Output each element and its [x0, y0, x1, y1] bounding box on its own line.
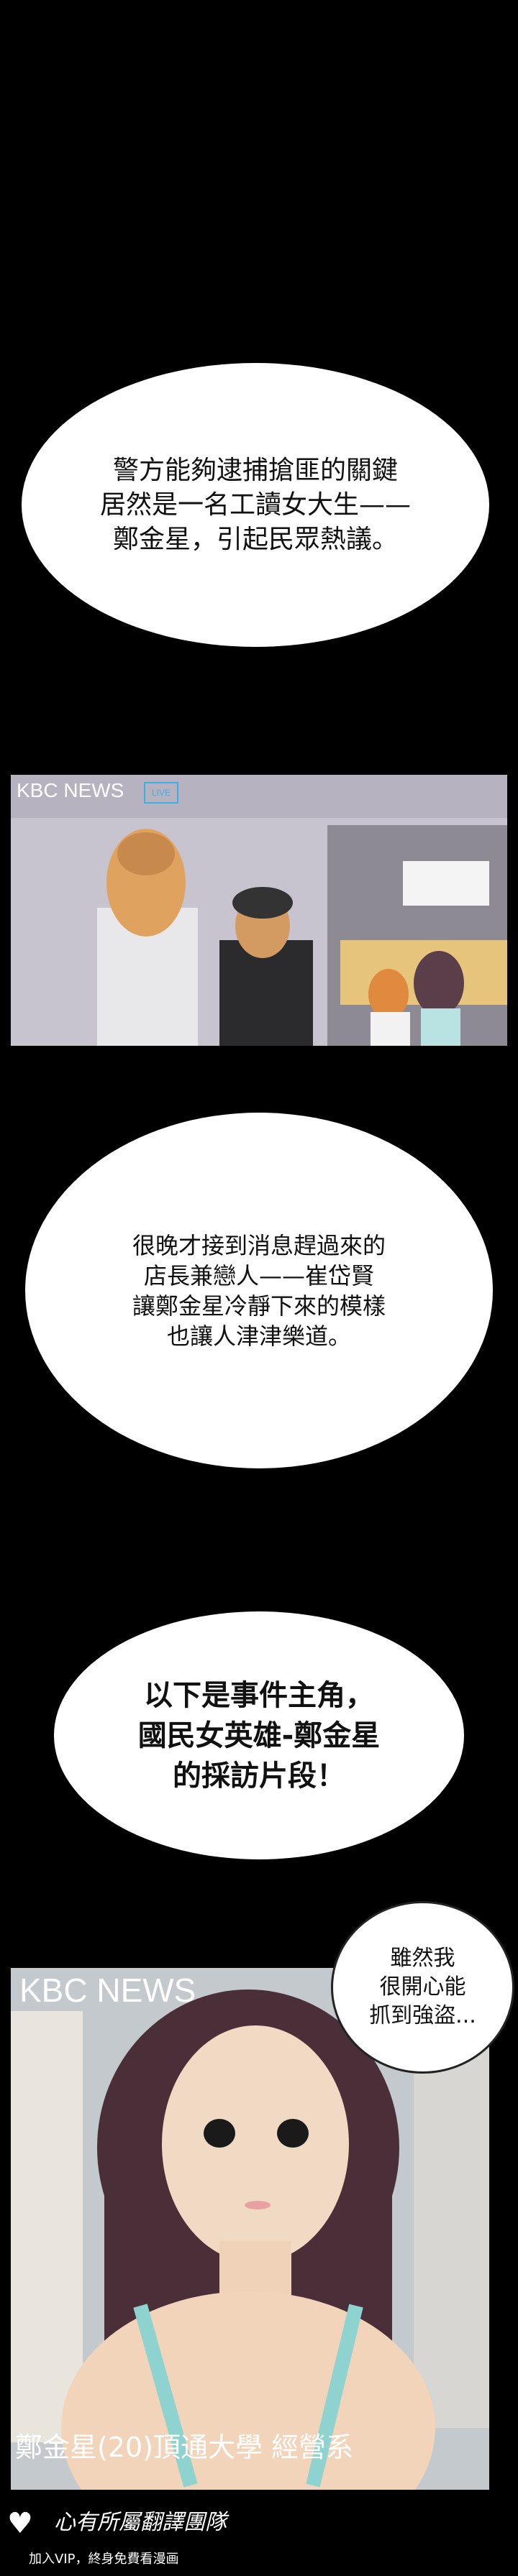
heart-icon: ♥ [7, 2507, 33, 2540]
speech-bubble-1: 警方能夠逮捕搶匪的關鍵 居然是一名工讀女大生—— 鄭金星，引起民眾熱議。 [22, 363, 489, 647]
news-panel-1: KBC NEWS LIVE [11, 775, 507, 1046]
live-badge: LIVE [144, 782, 178, 804]
bubble-2-text: 很晚才接到消息趕過來的 店長兼戀人——崔岱賢 讓鄭金星冷靜下來的模樣 也讓人津津… [132, 1231, 386, 1350]
vip-note: 加入VIP，終身免費看漫画 [29, 2552, 179, 2567]
interviewee-caption: 鄭金星(20)頂通大學 經營系 [15, 2432, 354, 2463]
news-channel-label: KBC NEWS [17, 779, 124, 801]
interview-illustration [11, 1968, 489, 2490]
bubble-4-text: 雖然我 很開心能 抓到強盜... [369, 1946, 476, 2028]
bubble-1-text: 警方能夠逮捕搶匪的關鍵 居然是一名工讀女大生—— 鄭金星，引起民眾熱議。 [99, 455, 411, 554]
news-channel-label-2: KBC NEWS [19, 1972, 196, 2009]
news-panel-2: KBC NEWS 鄭金星(20)頂通大學 經營系 [11, 1968, 489, 2490]
bubble-3-text: 以下是事件主角， 國民女英雄-鄭金星 的採訪片段！ [137, 1678, 381, 1793]
news-scene-illustration [11, 775, 507, 1046]
speech-bubble-3: 以下是事件主角， 國民女英雄-鄭金星 的採訪片段！ [54, 1611, 464, 1859]
speech-bubble-2: 很晚才接到消息趕過來的 店長兼戀人——崔岱賢 讓鄭金星冷靜下來的模樣 也讓人津津… [25, 1113, 493, 1468]
speech-bubble-4: 雖然我 很開心能 抓到強盜... [331, 1901, 514, 2074]
translation-group-credit: 心有所屬翻譯團隊 [54, 2510, 227, 2535]
